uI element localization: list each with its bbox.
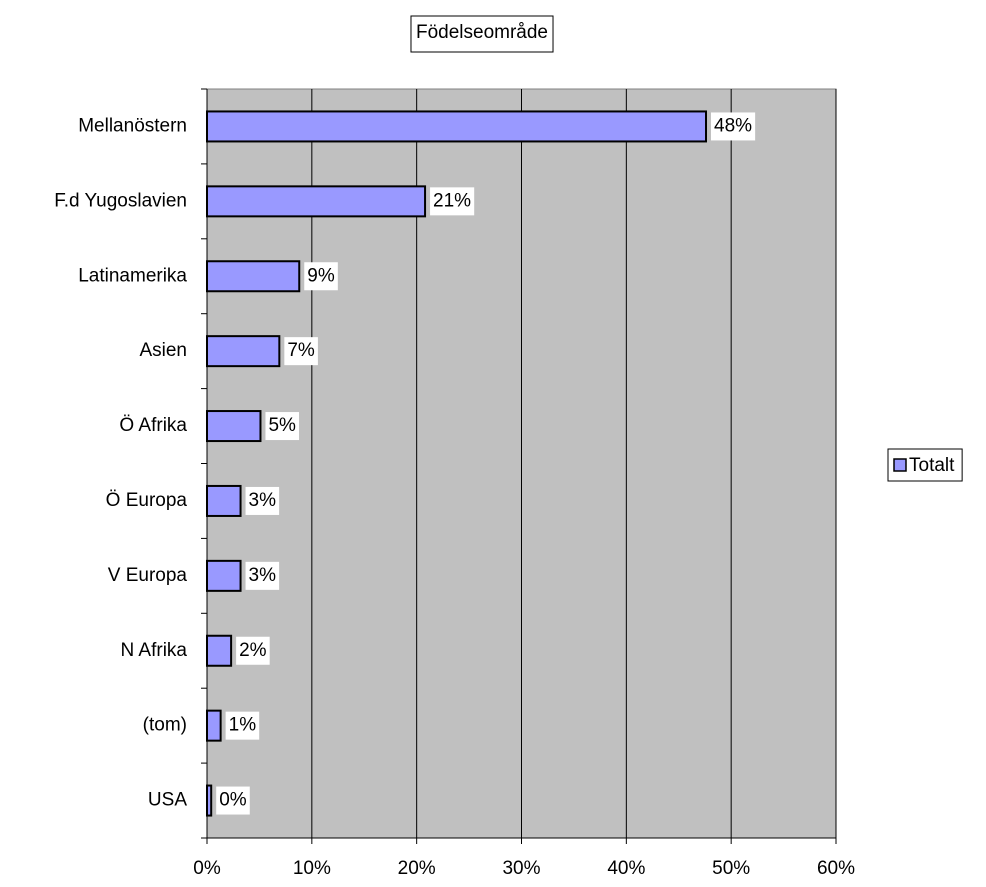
title-box bbox=[410, 15, 554, 53]
value-label: 48% bbox=[714, 115, 752, 136]
legend-swatch bbox=[893, 458, 907, 472]
y-tick-label: Asien bbox=[139, 340, 187, 361]
x-tick-label: 20% bbox=[398, 858, 436, 879]
x-tick-label: 0% bbox=[193, 858, 221, 879]
y-tick-label: (tom) bbox=[143, 715, 187, 736]
y-tick-label: Latinamerika bbox=[78, 265, 187, 286]
value-label-bg bbox=[236, 636, 270, 665]
bar bbox=[206, 559, 242, 592]
value-label: 0% bbox=[219, 790, 247, 811]
value-label: 7% bbox=[287, 340, 315, 361]
y-tick-label: Ö Afrika bbox=[119, 415, 187, 436]
y-tick-label: Ö Europa bbox=[106, 490, 188, 511]
bar bbox=[206, 110, 708, 143]
value-label-bg bbox=[430, 187, 475, 216]
y-tick-label: V Europa bbox=[108, 565, 188, 586]
legend-label: Totalt bbox=[909, 455, 955, 476]
bar bbox=[206, 709, 222, 742]
value-label-bg bbox=[245, 561, 280, 590]
y-tick-label: F.d Yugoslavien bbox=[54, 190, 187, 211]
x-tick-label: 40% bbox=[607, 858, 645, 879]
value-label-bg bbox=[216, 786, 250, 815]
bar bbox=[206, 784, 213, 817]
y-tick-label: Mellanöstern bbox=[78, 115, 187, 136]
value-label-bg bbox=[225, 711, 260, 740]
bar bbox=[206, 335, 281, 368]
y-tick-label: USA bbox=[148, 790, 187, 811]
y-tick-label: N Afrika bbox=[120, 640, 187, 661]
bar bbox=[206, 260, 301, 293]
bar bbox=[206, 634, 233, 667]
x-tick-label: 30% bbox=[502, 858, 540, 879]
value-label: 21% bbox=[433, 190, 471, 211]
x-tick-label: 60% bbox=[817, 858, 855, 879]
value-label: 3% bbox=[249, 490, 277, 511]
value-label: 3% bbox=[249, 565, 277, 586]
value-label-bg bbox=[265, 412, 300, 441]
value-label-bg bbox=[245, 486, 280, 515]
bar bbox=[206, 185, 427, 218]
x-tick-label: 50% bbox=[712, 858, 750, 879]
bar bbox=[206, 410, 262, 443]
value-label-bg bbox=[304, 262, 338, 291]
bar bbox=[206, 484, 242, 517]
value-label-bg bbox=[711, 112, 756, 141]
value-label: 9% bbox=[307, 265, 335, 286]
chart-title: Födelseområde bbox=[416, 22, 548, 43]
value-label-bg bbox=[284, 337, 318, 366]
value-label: 1% bbox=[229, 715, 257, 736]
value-label: 5% bbox=[268, 415, 296, 436]
value-label: 2% bbox=[239, 640, 267, 661]
x-tick-label: 10% bbox=[293, 858, 331, 879]
